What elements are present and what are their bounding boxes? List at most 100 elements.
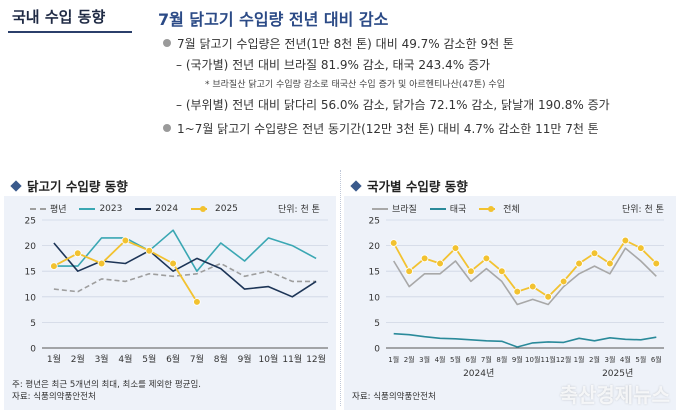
data-point bbox=[513, 287, 522, 296]
y-tick-label: 15 bbox=[25, 268, 36, 278]
series-line bbox=[393, 247, 657, 306]
x-tick-label: 9월 bbox=[512, 355, 523, 364]
y-tick-label: 10 bbox=[25, 293, 37, 303]
left-footnote: 주: 평년은 최근 5개년의 최대, 최소를 제외한 평균임. bbox=[12, 380, 201, 390]
bullet-1-text: 7월 닭고기 수입량은 전년(1만 8천 톤) 대비 49.7% 감소한 9천 … bbox=[177, 37, 514, 51]
y-tick-label: 20 bbox=[25, 242, 37, 252]
legend-item-total: 전체 bbox=[479, 202, 520, 215]
data-point bbox=[121, 236, 130, 245]
data-point bbox=[73, 249, 82, 258]
legend-line-icon bbox=[79, 207, 96, 210]
legend-label: 태국 bbox=[449, 205, 467, 215]
right-legend: 브라질 태국 전체 bbox=[372, 202, 530, 215]
left-source: 자료: 식품의약품안전처 bbox=[12, 392, 96, 402]
legend-label: 2025 bbox=[215, 203, 238, 214]
y-tick-label: 0 bbox=[374, 345, 380, 355]
y-tick-label: 25 bbox=[25, 217, 36, 227]
left-legend: 평년 2023 2024 2025 bbox=[30, 202, 248, 215]
data-point bbox=[169, 259, 177, 268]
x-tick-label: 7월 bbox=[481, 355, 492, 364]
x-tick-label: 2월 bbox=[404, 355, 415, 364]
bullet-1: 7월 닭고기 수입량은 전년(1만 8천 톤) 대비 49.7% 감소한 9천 … bbox=[163, 35, 514, 52]
left-panel-title-text: 닭고기 수입량 동향 bbox=[27, 179, 128, 194]
x-tick-label: 6월 bbox=[166, 353, 180, 365]
data-point bbox=[467, 267, 475, 275]
legend-label: 2023 bbox=[99, 203, 123, 214]
legend-line-icon bbox=[30, 207, 46, 210]
bullet-1-sub-2: – (부위별) 전년 대비 닭다리 56.0% 감소, 닭가슴 72.1% 감소… bbox=[176, 98, 610, 112]
data-point bbox=[637, 244, 645, 252]
x-tick-label: 10월 bbox=[525, 355, 540, 364]
y-tick-label: 5 bbox=[374, 319, 380, 329]
legend-label: 2024 bbox=[155, 203, 179, 214]
x-tick-label: 6월 bbox=[465, 355, 476, 364]
x-tick-label: 2월 bbox=[71, 353, 85, 365]
y-tick-label: 25 bbox=[369, 217, 380, 227]
x-tick-label: 10월 bbox=[259, 353, 279, 365]
right-unit: 단위: 천 톤 bbox=[622, 205, 664, 215]
left-line-chart: 0 5 10 15 20 25 1월 2월 3월 4월 5월 6월 7월 8월 9월 10월 11월 12월 bbox=[25, 217, 328, 365]
x-tick-label: 1월 bbox=[47, 353, 61, 365]
x-tick-label: 1월 bbox=[574, 355, 585, 364]
section-underline bbox=[8, 31, 132, 33]
diamond-bullet-icon bbox=[350, 180, 362, 192]
x-tick-label: 5월 bbox=[450, 355, 461, 364]
left-unit: 단위: 천 톤 bbox=[278, 205, 320, 215]
series-line bbox=[53, 229, 317, 272]
x-tick-label: 2월 bbox=[589, 355, 600, 364]
data-point bbox=[606, 259, 614, 268]
data-point bbox=[544, 293, 552, 301]
x-tick-label: 3월 bbox=[604, 355, 615, 364]
x-tick-label: 11월 bbox=[540, 355, 555, 364]
x-tick-label: 5월 bbox=[142, 353, 156, 365]
data-point bbox=[498, 267, 506, 275]
x-tick-label: 4월 bbox=[620, 355, 631, 364]
data-point bbox=[482, 254, 491, 263]
x-tick-label: 3월 bbox=[419, 355, 430, 364]
x-tick-label: 9월 bbox=[238, 353, 252, 365]
legend-line-icon bbox=[191, 207, 207, 210]
legend-label: 브라질 bbox=[392, 205, 417, 215]
data-point bbox=[436, 259, 444, 268]
section-tag: 국내 수입 동향 bbox=[12, 8, 106, 26]
bullet-2: 1~7월 닭고기 수입량은 전년 동기간(12만 3천 톤) 대비 4.7% 감… bbox=[163, 120, 599, 137]
data-point bbox=[389, 239, 398, 247]
bullet-1-note: * 브라질산 닭고기 수입량 감소로 태국산 수입 증가 및 아르헨티나산(47… bbox=[205, 80, 505, 90]
legend-item-2025: 2025 bbox=[191, 204, 238, 214]
bullet-dot-icon bbox=[163, 39, 171, 47]
right-panel-title: 국가별 수입량 동향 bbox=[350, 176, 468, 195]
x-tick-label: 12월 bbox=[306, 353, 326, 365]
y-tick-label: 20 bbox=[369, 242, 381, 252]
legend-item-2023: 2023 bbox=[79, 204, 122, 214]
left-panel-title: 닭고기 수입량 동향 bbox=[10, 176, 128, 195]
data-point bbox=[420, 254, 429, 263]
x-tick-label: 11월 bbox=[282, 353, 302, 365]
left-panel bbox=[4, 196, 336, 410]
series-line bbox=[392, 239, 657, 298]
y-tick-label: 5 bbox=[30, 319, 36, 329]
watermark: 축산경제뉴스 bbox=[559, 383, 670, 407]
series-line bbox=[393, 332, 657, 348]
legend-label: 평년 bbox=[50, 205, 67, 215]
data-point bbox=[451, 244, 460, 252]
right-source: 자료: 식품의약품안전처 bbox=[352, 392, 436, 402]
y-tick-label: 0 bbox=[30, 345, 36, 355]
data-point bbox=[405, 267, 413, 275]
legend-line-icon bbox=[479, 207, 496, 210]
right-panel-title-text: 국가별 수입량 동향 bbox=[367, 179, 468, 194]
diamond-bullet-icon bbox=[10, 180, 22, 192]
data-point bbox=[621, 236, 630, 245]
x-tick-label: 4월 bbox=[435, 355, 446, 364]
data-point bbox=[590, 249, 599, 258]
legend-item-pyeongnyeon: 평년 bbox=[30, 202, 67, 215]
bullet-dot-icon bbox=[163, 124, 171, 132]
year-label: 2024년 bbox=[463, 368, 494, 379]
bullet-1-sub-1: – (국가별) 전년 대비 브라질 81.9% 감소, 태국 243.4% 증가 bbox=[176, 58, 491, 72]
legend-item-brazil: 브라질 bbox=[372, 202, 417, 215]
legend-label: 전체 bbox=[503, 205, 520, 215]
data-point bbox=[652, 259, 661, 268]
x-tick-label: 8월 bbox=[214, 353, 228, 365]
legend-line-icon bbox=[372, 207, 388, 210]
x-tick-label: 5월 bbox=[635, 355, 646, 364]
